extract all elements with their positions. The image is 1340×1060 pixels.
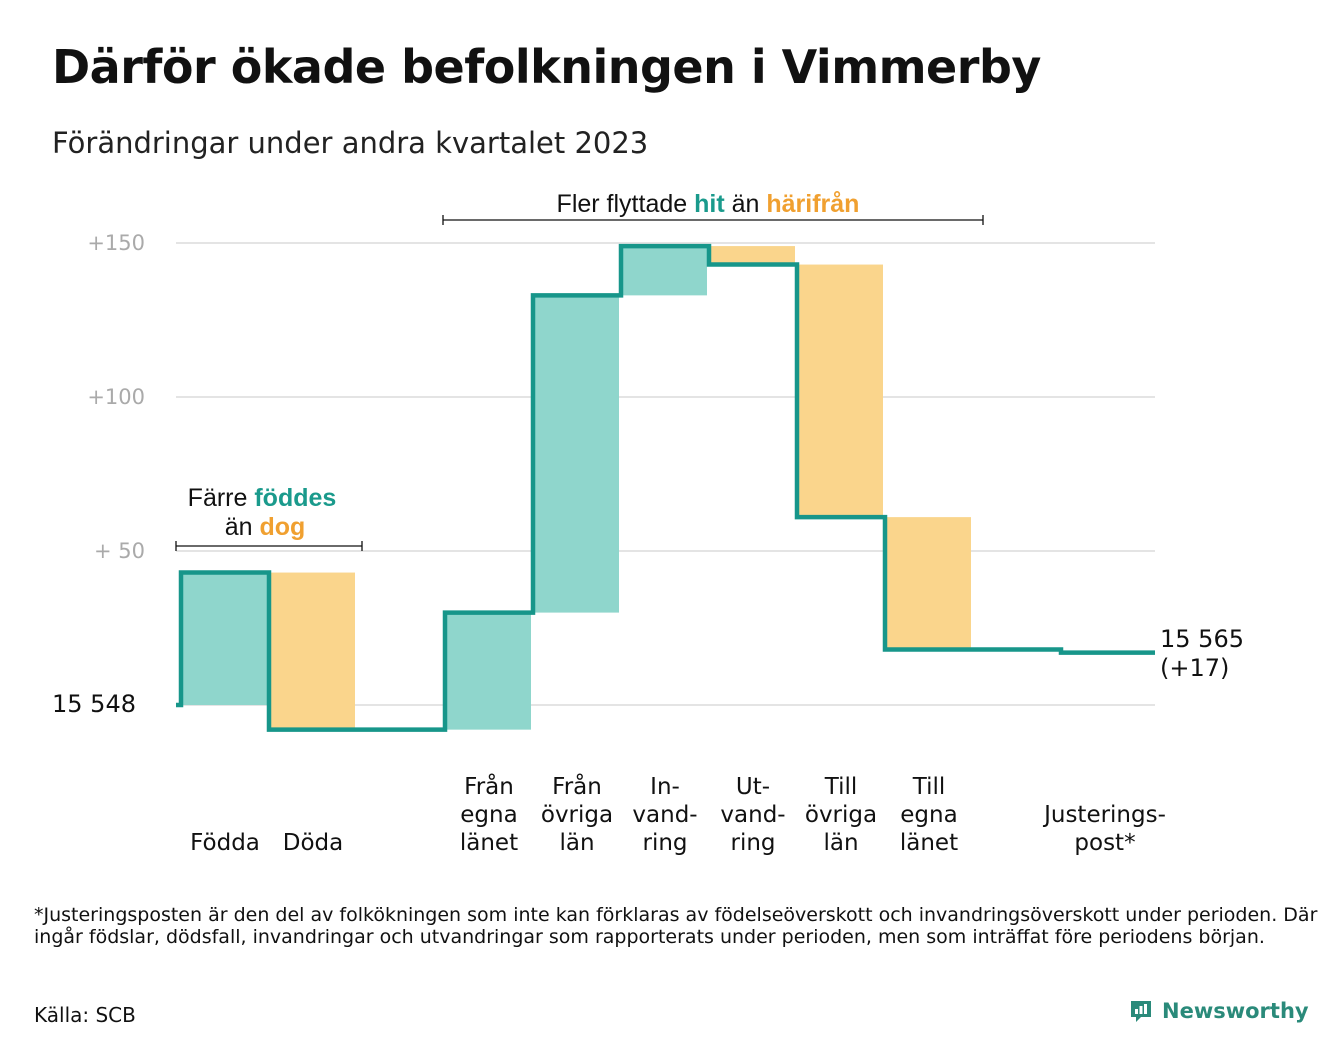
births-annotation: Färre föddes än dog	[175, 484, 363, 551]
births-annotation-line2: än dog	[225, 513, 306, 541]
category-label-0-2: Födda	[190, 830, 260, 856]
moves-annotation-text: Fler flyttade hit än härifrån	[557, 190, 860, 218]
moves-annotation-middle: än	[725, 190, 767, 218]
bar-8	[885, 517, 971, 650]
category-label-8-0: Till	[912, 774, 946, 800]
category-label-4-2: län	[559, 830, 594, 856]
category-label-10-2: post*	[1074, 830, 1135, 856]
bar-5	[621, 246, 707, 296]
chart-subtitle: Förändringar under andra kvartalet 2023	[52, 126, 649, 160]
source-note: Källa: SCB	[34, 1003, 136, 1027]
change-bars	[181, 246, 971, 730]
category-labels: Födda DödaFrånegnalänetFrånövrigalänIn-va…	[190, 772, 1166, 856]
end-value-label: 15 565	[1160, 625, 1244, 653]
category-label-6-2: ring	[730, 830, 775, 856]
category-label-6-0: Ut-	[736, 774, 770, 800]
bar-6	[709, 246, 795, 265]
y-tick-label-2: +150	[87, 231, 145, 255]
births-bracket	[175, 541, 363, 551]
category-label-5-0: In-	[650, 774, 680, 800]
category-label-6-1: vand-	[720, 802, 785, 828]
births-annotation-line1: Färre föddes	[188, 484, 337, 512]
category-label-1-2: Döda	[283, 830, 343, 856]
start-value-label: 15 548	[52, 690, 136, 718]
moves-annotation-prefix: Fler flyttade	[557, 190, 695, 218]
category-label-7-0: Till	[824, 774, 858, 800]
bar-3	[445, 612, 531, 730]
category-label-7-1: övriga	[805, 802, 877, 828]
category-label-3-2: länet	[460, 830, 518, 856]
y-tick-label-1: +100	[87, 385, 145, 409]
bar-1	[269, 572, 355, 730]
waterfall-chart: + 50+100+150 Födda DödaFrånegnalänetFrånö…	[52, 190, 1244, 856]
cumulative-line	[176, 243, 1155, 732]
category-label-10-1: Justerings-	[1042, 802, 1166, 828]
y-tick-labels: + 50 +100 +150	[87, 231, 145, 563]
category-label-7-2: län	[823, 830, 858, 856]
newsworthy-logo: Newsworthy	[1128, 998, 1309, 1024]
logo-text: Newsworthy	[1162, 999, 1309, 1023]
moves-annotation-away: härifrån	[766, 190, 859, 218]
footnote: *Justeringsposten är den del av folkökni…	[34, 904, 1318, 948]
births-annotation-died: dog	[259, 513, 305, 541]
category-label-3-0: Från	[464, 772, 514, 800]
moves-annotation: Fler flyttade hit än härifrån	[442, 190, 984, 225]
chart-title: Därför ökade befolkningen i Vimmerby	[52, 40, 1041, 94]
moves-annotation-hit: hit	[694, 190, 725, 218]
moves-bracket	[442, 215, 984, 225]
births-annotation-than: än	[225, 513, 260, 541]
category-label-8-1: egna	[900, 802, 957, 828]
bar-7	[797, 264, 883, 518]
end-change-label: (+17)	[1160, 654, 1229, 682]
category-label-5-1: vand-	[632, 802, 697, 828]
births-annotation-born: föddes	[254, 484, 336, 512]
y-tick-label-0: + 50	[94, 539, 145, 563]
category-label-8-2: länet	[900, 830, 958, 856]
category-label-4-1: övriga	[541, 802, 613, 828]
bar-0	[181, 572, 267, 705]
bar-chart-logo-icon	[1131, 1001, 1151, 1022]
births-annotation-prefix: Färre	[188, 484, 255, 512]
category-label-3-1: egna	[460, 802, 517, 828]
category-label-5-2: ring	[642, 830, 687, 856]
bar-4	[533, 295, 619, 613]
category-label-4-0: Från	[552, 772, 602, 800]
cumulative-step-line	[176, 243, 1155, 732]
